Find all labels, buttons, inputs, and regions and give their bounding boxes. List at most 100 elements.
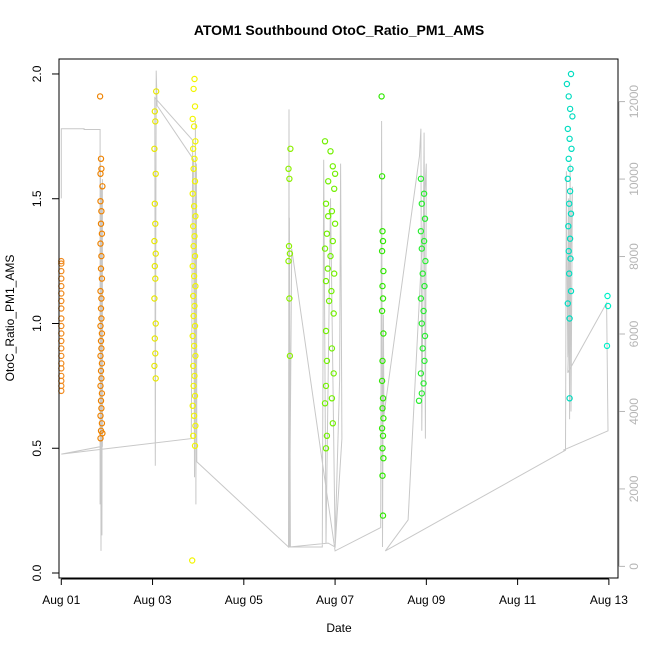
data-point — [565, 247, 572, 255]
data-point — [98, 165, 105, 172]
data-point — [419, 270, 426, 277]
data-point — [190, 382, 197, 390]
data-point — [379, 445, 386, 452]
data-point — [566, 187, 574, 195]
data-point — [98, 230, 106, 237]
data-point — [567, 70, 575, 78]
data-point — [323, 357, 331, 365]
data-point — [567, 255, 574, 262]
data-point — [189, 262, 196, 270]
data-point — [420, 307, 427, 315]
data-point — [418, 245, 425, 252]
y-axis-label: OtoC_Ratio_PM1_AMS — [3, 255, 17, 382]
data-point — [380, 330, 387, 337]
data-point — [379, 432, 387, 439]
data-point — [97, 337, 105, 345]
data-point — [191, 252, 199, 260]
data-point — [152, 320, 159, 327]
data-point — [286, 250, 294, 257]
secondary-y-tick-label: 10000 — [627, 162, 641, 196]
data-point — [417, 175, 425, 182]
data-point — [97, 412, 104, 419]
data-point — [97, 397, 105, 404]
data-point — [564, 175, 572, 182]
data-point — [379, 512, 387, 519]
data-point — [192, 138, 199, 145]
data-point — [325, 212, 332, 220]
data-point — [98, 207, 105, 215]
data-point — [418, 200, 425, 207]
y-tick-label: 2.0 — [30, 65, 44, 82]
data-point — [97, 382, 104, 390]
data-point — [379, 295, 387, 302]
data-point — [328, 207, 336, 215]
data-point — [191, 232, 198, 240]
data-point — [421, 332, 429, 340]
data-point — [98, 360, 106, 367]
x-tick-label: Aug 09 — [407, 593, 445, 607]
data-point — [98, 390, 106, 397]
data-point — [421, 215, 429, 222]
data-point — [566, 200, 573, 207]
data-point — [97, 240, 104, 247]
data-point — [564, 125, 572, 133]
data-point — [190, 312, 197, 320]
data-point — [190, 242, 197, 250]
data-point — [565, 222, 572, 230]
data-point — [151, 262, 158, 270]
data-point — [152, 170, 159, 177]
x-tick-label: Aug 11 — [499, 593, 536, 607]
data-point — [328, 395, 336, 402]
y-tick-label: 1.5 — [30, 190, 44, 207]
data-point — [321, 138, 329, 145]
x-tick-label: Aug 05 — [225, 593, 263, 607]
data-point — [378, 377, 386, 385]
data-point — [97, 170, 104, 177]
data-point — [99, 430, 106, 437]
data-point — [190, 272, 198, 280]
data-point — [151, 145, 158, 152]
data-point — [190, 85, 197, 93]
data-point — [378, 93, 385, 100]
data-point — [379, 357, 386, 365]
data-point — [322, 200, 330, 207]
data-point — [192, 352, 199, 360]
data-point — [189, 292, 197, 300]
data-point — [379, 227, 386, 235]
data-point — [97, 287, 104, 295]
data-point — [379, 405, 386, 412]
y-axis: 0.0 0.5 1.0 1.5 2.0 — [30, 65, 60, 581]
data-point — [97, 367, 105, 375]
data-point — [565, 155, 572, 162]
data-point — [191, 103, 199, 110]
data-point — [190, 123, 198, 130]
x-tick-label: Aug 01 — [42, 593, 80, 607]
data-point — [191, 75, 198, 83]
data-point — [330, 370, 337, 377]
y-tick-label: 1.0 — [30, 315, 44, 332]
data-point — [420, 237, 428, 245]
data-point — [422, 257, 429, 265]
data-point — [285, 257, 292, 265]
data-point — [417, 227, 425, 235]
data-point — [151, 295, 158, 302]
data-point — [191, 322, 199, 330]
data-point — [563, 80, 571, 88]
data-point — [322, 445, 330, 452]
data-point — [379, 472, 386, 479]
secondary-y-tick-label: 0 — [627, 563, 641, 570]
x-tick-label: Aug 13 — [590, 593, 628, 607]
data-point — [286, 175, 293, 182]
data-point — [191, 392, 199, 400]
data-point — [417, 295, 425, 302]
data-point — [328, 287, 335, 295]
data-point — [98, 405, 105, 412]
data-points-layer — [58, 70, 612, 564]
data-point — [418, 390, 425, 397]
data-point — [286, 295, 293, 302]
chart-title: ATOM1 Southbound OtoC_Ratio_PM1_AMS — [194, 22, 484, 38]
data-point — [565, 93, 572, 100]
secondary-y-tick-label: 2000 — [627, 475, 641, 502]
data-point — [603, 342, 611, 350]
